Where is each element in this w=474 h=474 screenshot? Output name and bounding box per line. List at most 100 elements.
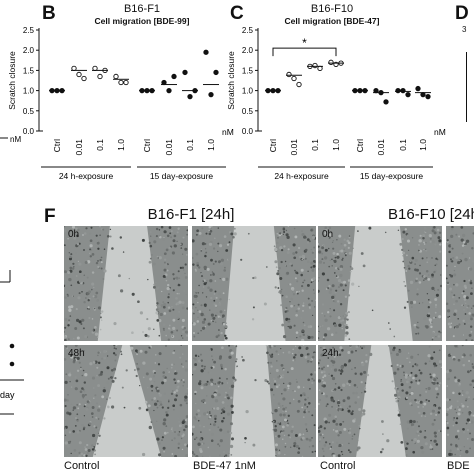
cell-speck <box>289 436 292 439</box>
cell-speck <box>410 381 413 384</box>
cell-speck <box>359 372 363 376</box>
cell-speck <box>407 264 410 268</box>
cell-speck <box>72 406 77 410</box>
cell-speck <box>109 235 112 238</box>
cell-speck <box>203 265 207 270</box>
cell-speck <box>469 267 473 271</box>
cell-speck <box>77 296 81 300</box>
cell-speck <box>172 326 176 330</box>
cell-speck <box>295 314 298 317</box>
cell-speck <box>244 436 247 440</box>
cell-speck <box>101 395 105 399</box>
cell-speck <box>97 384 101 388</box>
cell-speck <box>454 265 456 268</box>
cell-speck <box>95 234 98 237</box>
cell-speck <box>110 368 114 372</box>
cell-speck <box>68 252 70 254</box>
cell-speck <box>69 229 73 232</box>
cell-speck <box>366 373 370 377</box>
cell-speck <box>345 331 349 335</box>
cell-speck <box>217 378 220 382</box>
cell-speck <box>415 379 418 382</box>
cell-speck <box>181 420 185 425</box>
cell-speck <box>334 291 337 294</box>
micrograph-f10-treat-24h <box>446 345 474 457</box>
cell-speck <box>164 345 168 347</box>
cell-speck <box>200 369 204 373</box>
y-tick-label: 2.5 <box>23 26 35 35</box>
cell-speck <box>446 413 449 417</box>
cell-speck <box>175 276 179 280</box>
cell-speck <box>210 274 212 276</box>
cell-speck <box>114 353 117 357</box>
cell-speck <box>355 345 359 349</box>
cell-speck <box>348 442 350 445</box>
data-point <box>76 71 82 78</box>
cell-speck <box>336 300 340 303</box>
cell-speck <box>428 234 432 238</box>
cell-speck <box>409 374 412 377</box>
cell-speck <box>182 269 185 271</box>
cell-speck <box>98 418 100 420</box>
cell-speck <box>192 322 196 326</box>
cell-speck <box>210 439 214 442</box>
cell-speck <box>403 266 406 269</box>
cell-speck <box>423 317 427 321</box>
cell-speck <box>175 394 178 397</box>
cell-speck <box>417 434 420 437</box>
cell-speck <box>429 444 432 446</box>
cell-speck <box>210 414 212 417</box>
cell-speck <box>67 271 71 274</box>
cell-speck <box>465 391 469 395</box>
cell-speck <box>457 412 461 416</box>
cell-speck <box>396 363 399 367</box>
cell-speck <box>436 392 440 396</box>
cell-speck <box>90 412 94 415</box>
cell-speck <box>334 415 337 419</box>
cell-speck <box>432 331 435 334</box>
cell-speck <box>339 372 343 375</box>
cell-speck <box>470 317 473 321</box>
cell-speck <box>208 242 213 246</box>
cell-speck <box>174 454 178 457</box>
cell-speck <box>321 324 324 327</box>
cell-speck <box>158 393 162 397</box>
cell-speck <box>415 277 418 280</box>
cell-speck <box>228 298 230 301</box>
cell-speck <box>282 407 286 411</box>
cell-speck <box>299 335 302 338</box>
cell-speck <box>452 419 455 421</box>
cell-speck <box>200 386 204 390</box>
cell-speck <box>176 240 178 243</box>
cell-speck <box>89 239 93 243</box>
cell-speck <box>298 346 302 350</box>
cell-speck <box>460 238 464 242</box>
cell-speck <box>455 324 459 329</box>
cell-speck <box>97 336 99 338</box>
cell-speck <box>439 250 442 253</box>
cell-speck <box>359 427 361 430</box>
cell-speck <box>341 408 344 411</box>
cell-speck <box>214 237 216 240</box>
cell-speck <box>252 306 255 309</box>
cell-speck <box>293 358 297 362</box>
cell-speck <box>146 386 149 389</box>
cell-speck <box>363 390 367 393</box>
cell-speck <box>438 360 442 364</box>
cell-speck <box>461 355 464 359</box>
cell-speck <box>113 345 116 347</box>
cell-speck <box>197 442 201 446</box>
significance-bracket <box>272 47 337 57</box>
cell-speck <box>81 318 85 322</box>
cell-speck <box>204 304 207 308</box>
cell-speck <box>219 428 223 432</box>
cell-speck <box>395 352 399 357</box>
cell-speck <box>215 339 218 341</box>
cell-speck <box>448 315 451 318</box>
cell-speck <box>307 241 309 244</box>
cell-speck <box>326 327 331 331</box>
cell-speck <box>253 276 257 280</box>
cell-speck <box>218 377 221 380</box>
cell-speck <box>163 258 167 261</box>
cell-speck <box>342 420 345 423</box>
